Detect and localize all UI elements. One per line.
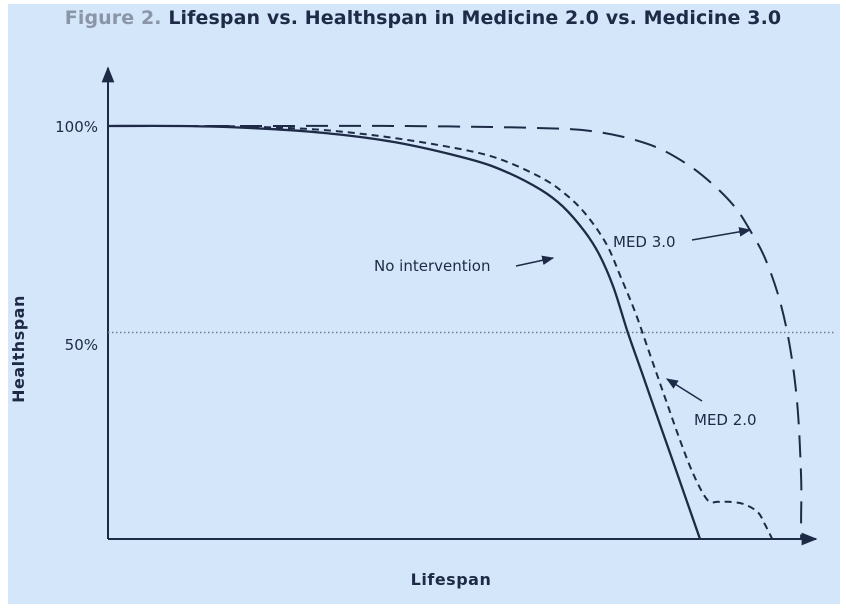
chart-title-text: Lifespan vs. Healthspan in Medicine 2.0 … [168, 7, 782, 29]
annotation-med-3-0: MED 3.0 [613, 233, 676, 251]
series-line-med-3-0 [108, 124, 803, 539]
y-tick-label-100: 100% [55, 118, 98, 136]
figure-number: Figure 2. [64, 7, 162, 29]
chart-panel [8, 4, 840, 604]
x-axis-label: Lifespan [411, 570, 492, 589]
y-tick-label-50: 50% [65, 336, 98, 354]
annotation-arrow-med-2-0 [665, 378, 703, 402]
series-line-no-intervention [107, 124, 702, 540]
annotation-arrow-med-3-0 [691, 227, 752, 241]
y-axis-label: Healthspan [9, 295, 28, 403]
annotation-med-2-0: MED 2.0 [694, 411, 757, 429]
series-line-med-2-0 [107, 124, 774, 540]
chart-title: Figure 2. Lifespan vs. Healthspan in Med… [0, 7, 846, 29]
annotation-arrow-no-intervention [515, 255, 555, 267]
annotation-no-intervention: No intervention [374, 257, 490, 275]
